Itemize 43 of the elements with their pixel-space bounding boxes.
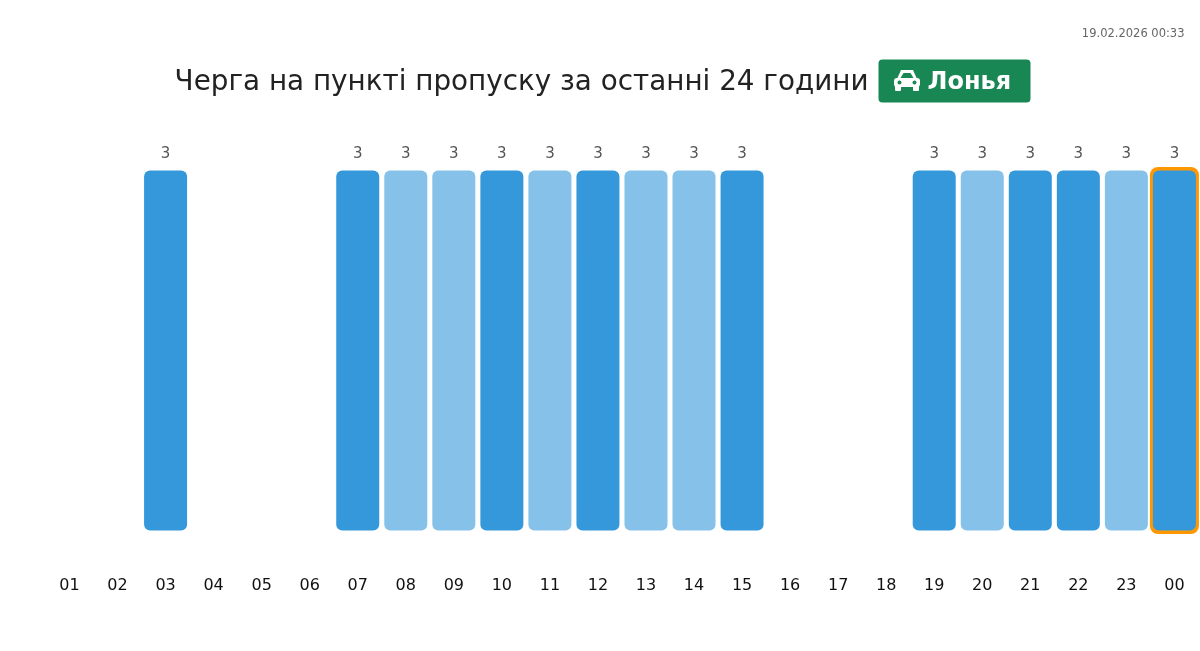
data-label: 3 [641, 143, 651, 162]
x-tick-label: 10 [491, 574, 513, 594]
data-label: 3 [593, 143, 603, 162]
data-label: 3 [497, 143, 507, 162]
x-tick-label: 02 [107, 574, 128, 594]
x-tick-label: 14 [683, 574, 705, 594]
x-tick-label: 11 [539, 574, 561, 594]
x-tick-label: 19 [924, 574, 945, 594]
x-tick-label: 23 [1116, 574, 1137, 594]
x-tick-label: 22 [1068, 574, 1089, 594]
data-label: 3 [352, 143, 363, 162]
data-label: 3 [689, 143, 699, 162]
x-tick-label: 17 [827, 574, 849, 594]
x-tick-label: 06 [299, 574, 320, 594]
x-tick-label: 08 [395, 574, 416, 594]
data-label: 3 [401, 143, 411, 162]
data-label: 3 [449, 143, 459, 162]
data-label: 3 [737, 143, 747, 162]
data-label: 3 [160, 143, 171, 162]
x-tick-label: 09 [443, 574, 464, 594]
x-tick-label: 00 [1164, 574, 1185, 594]
data-label: 3 [1025, 143, 1036, 162]
chart-subtitle: Лонья [927, 66, 1012, 95]
x-tick-label: 07 [347, 574, 368, 594]
x-tick-label: 12 [587, 574, 609, 594]
x-tick-label: 21 [1020, 574, 1041, 594]
data-label: 3 [1121, 143, 1132, 162]
data-label: 3 [1169, 143, 1180, 162]
x-tick-label: 04 [203, 574, 224, 594]
x-tick-label: 20 [972, 574, 993, 594]
x-tick-label: 16 [779, 574, 801, 594]
x-tick-label: 03 [155, 574, 176, 594]
x-tick-label: 15 [731, 574, 753, 594]
data-label: 3 [977, 143, 988, 162]
text: 19.02.2026 00:33 [1081, 25, 1185, 40]
data-label: 3 [1073, 143, 1084, 162]
x-tick-label: 18 [876, 574, 897, 594]
chart-title: Черга на пункті пропуску за останні 24 години [174, 64, 869, 97]
x-tick-label: 05 [251, 574, 272, 594]
data-label: 3 [929, 143, 939, 162]
x-tick-label: 01 [59, 574, 80, 594]
x-tick-label: 13 [635, 574, 657, 594]
data-label: 3 [545, 143, 555, 162]
